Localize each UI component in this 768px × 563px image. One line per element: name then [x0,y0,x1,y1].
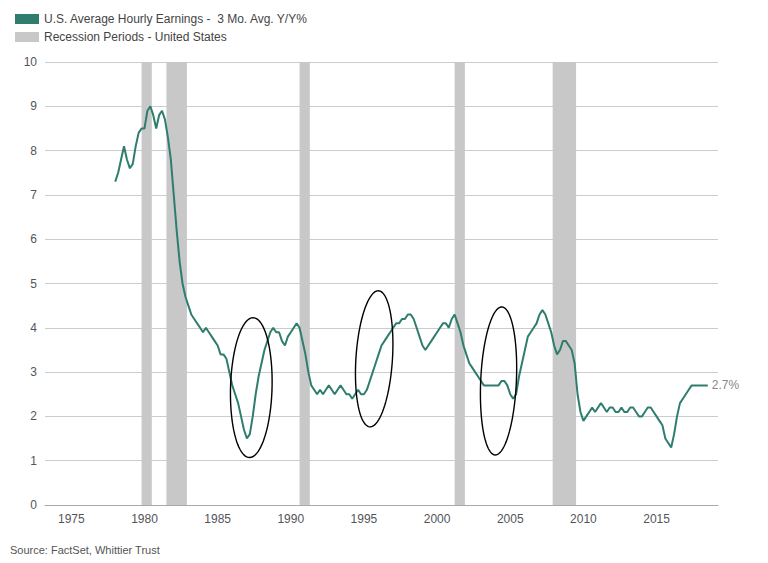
svg-text:1990: 1990 [277,512,304,526]
svg-text:Recession Periods - United Sta: Recession Periods - United States [44,30,227,44]
svg-text:3: 3 [30,365,37,379]
svg-text:10: 10 [24,55,38,69]
svg-text:2: 2 [30,409,37,423]
svg-text:0: 0 [30,498,37,512]
svg-text:1980: 1980 [131,512,158,526]
svg-text:8: 8 [30,144,37,158]
svg-text:U.S. Average Hourly Earnings -: U.S. Average Hourly Earnings - 3 Mo. Avg… [44,12,307,26]
svg-text:Source: FactSet, Whittier Trus: Source: FactSet, Whittier Trust [10,544,160,556]
svg-text:5: 5 [30,277,37,291]
svg-text:2015: 2015 [643,512,670,526]
svg-text:2.7%: 2.7% [712,378,740,392]
svg-text:1985: 1985 [204,512,231,526]
svg-text:1: 1 [30,454,37,468]
svg-text:4: 4 [30,321,37,335]
svg-text:2000: 2000 [424,512,451,526]
svg-text:6: 6 [30,232,37,246]
svg-text:1995: 1995 [351,512,378,526]
svg-text:1975: 1975 [58,512,85,526]
svg-text:2010: 2010 [570,512,597,526]
svg-text:2005: 2005 [497,512,524,526]
svg-text:9: 9 [30,99,37,113]
svg-text:7: 7 [30,188,37,202]
